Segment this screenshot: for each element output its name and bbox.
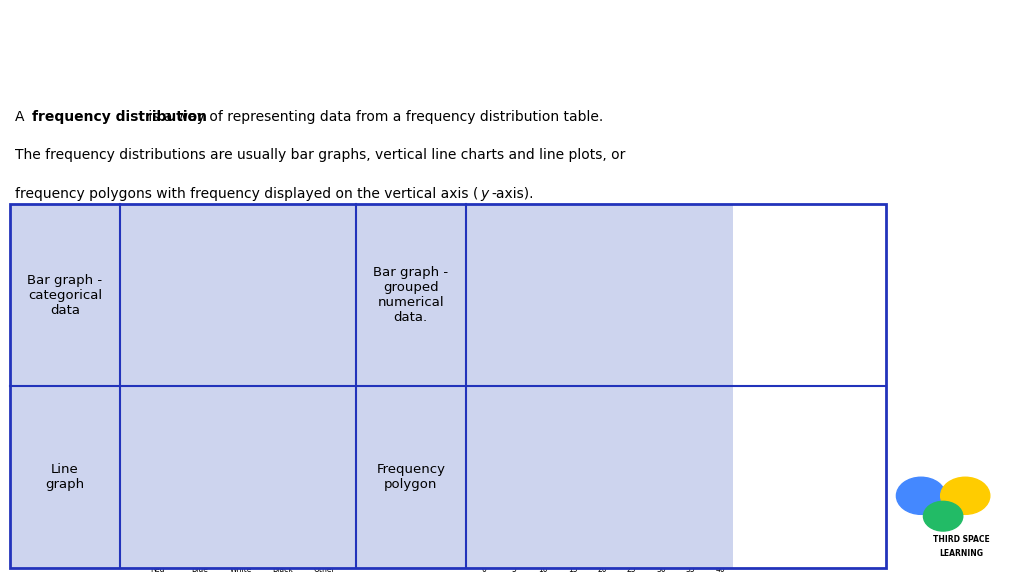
Text: A: A [14,110,29,124]
Y-axis label: Frequency: Frequency [455,270,464,314]
Text: Bar graph -
grouped
numerical
data.: Bar graph - grouped numerical data. [373,266,449,324]
Text: Bar graph -
categorical
data: Bar graph - categorical data [28,274,102,317]
Y-axis label: Frequency: Frequency [109,452,118,496]
Text: frequency distribution: frequency distribution [32,110,207,124]
Text: The frequency distributions are usually bar graphs, vertical line charts and lin: The frequency distributions are usually … [14,148,625,162]
Bar [543,252,572,374]
X-axis label: Sport: Sport [227,398,255,407]
Bar [297,302,335,374]
Bar [513,353,543,374]
Text: Line
graph: Line graph [45,463,85,491]
Bar [313,440,335,556]
Bar [147,463,168,556]
Text: is a way of representing data from a frequency distribution table.: is a way of representing data from a fre… [143,110,603,124]
Bar [189,416,210,556]
Bar [272,393,293,556]
Text: frequency polygons with frequency displayed on the vertical axis (: frequency polygons with frequency displa… [14,187,478,201]
Text: Frequency Distribution: Frequency Distribution [18,23,520,61]
Text: -axis).: -axis). [492,187,534,201]
X-axis label: Values, x: Values, x [580,398,625,407]
Bar [147,229,185,374]
Circle shape [896,477,945,514]
Circle shape [924,501,963,531]
Bar [230,440,251,556]
Text: THIRD SPACE: THIRD SPACE [933,535,990,544]
Bar [572,313,602,374]
Text: Frequency
polygon: Frequency polygon [376,463,445,491]
Bar [602,333,632,374]
Text: LEARNING: LEARNING [940,549,983,558]
Y-axis label: Frequency: Frequency [455,452,464,496]
Text: y: y [480,187,488,201]
Bar [222,283,260,374]
Circle shape [941,477,990,514]
Y-axis label: Frequency: Frequency [109,270,118,314]
